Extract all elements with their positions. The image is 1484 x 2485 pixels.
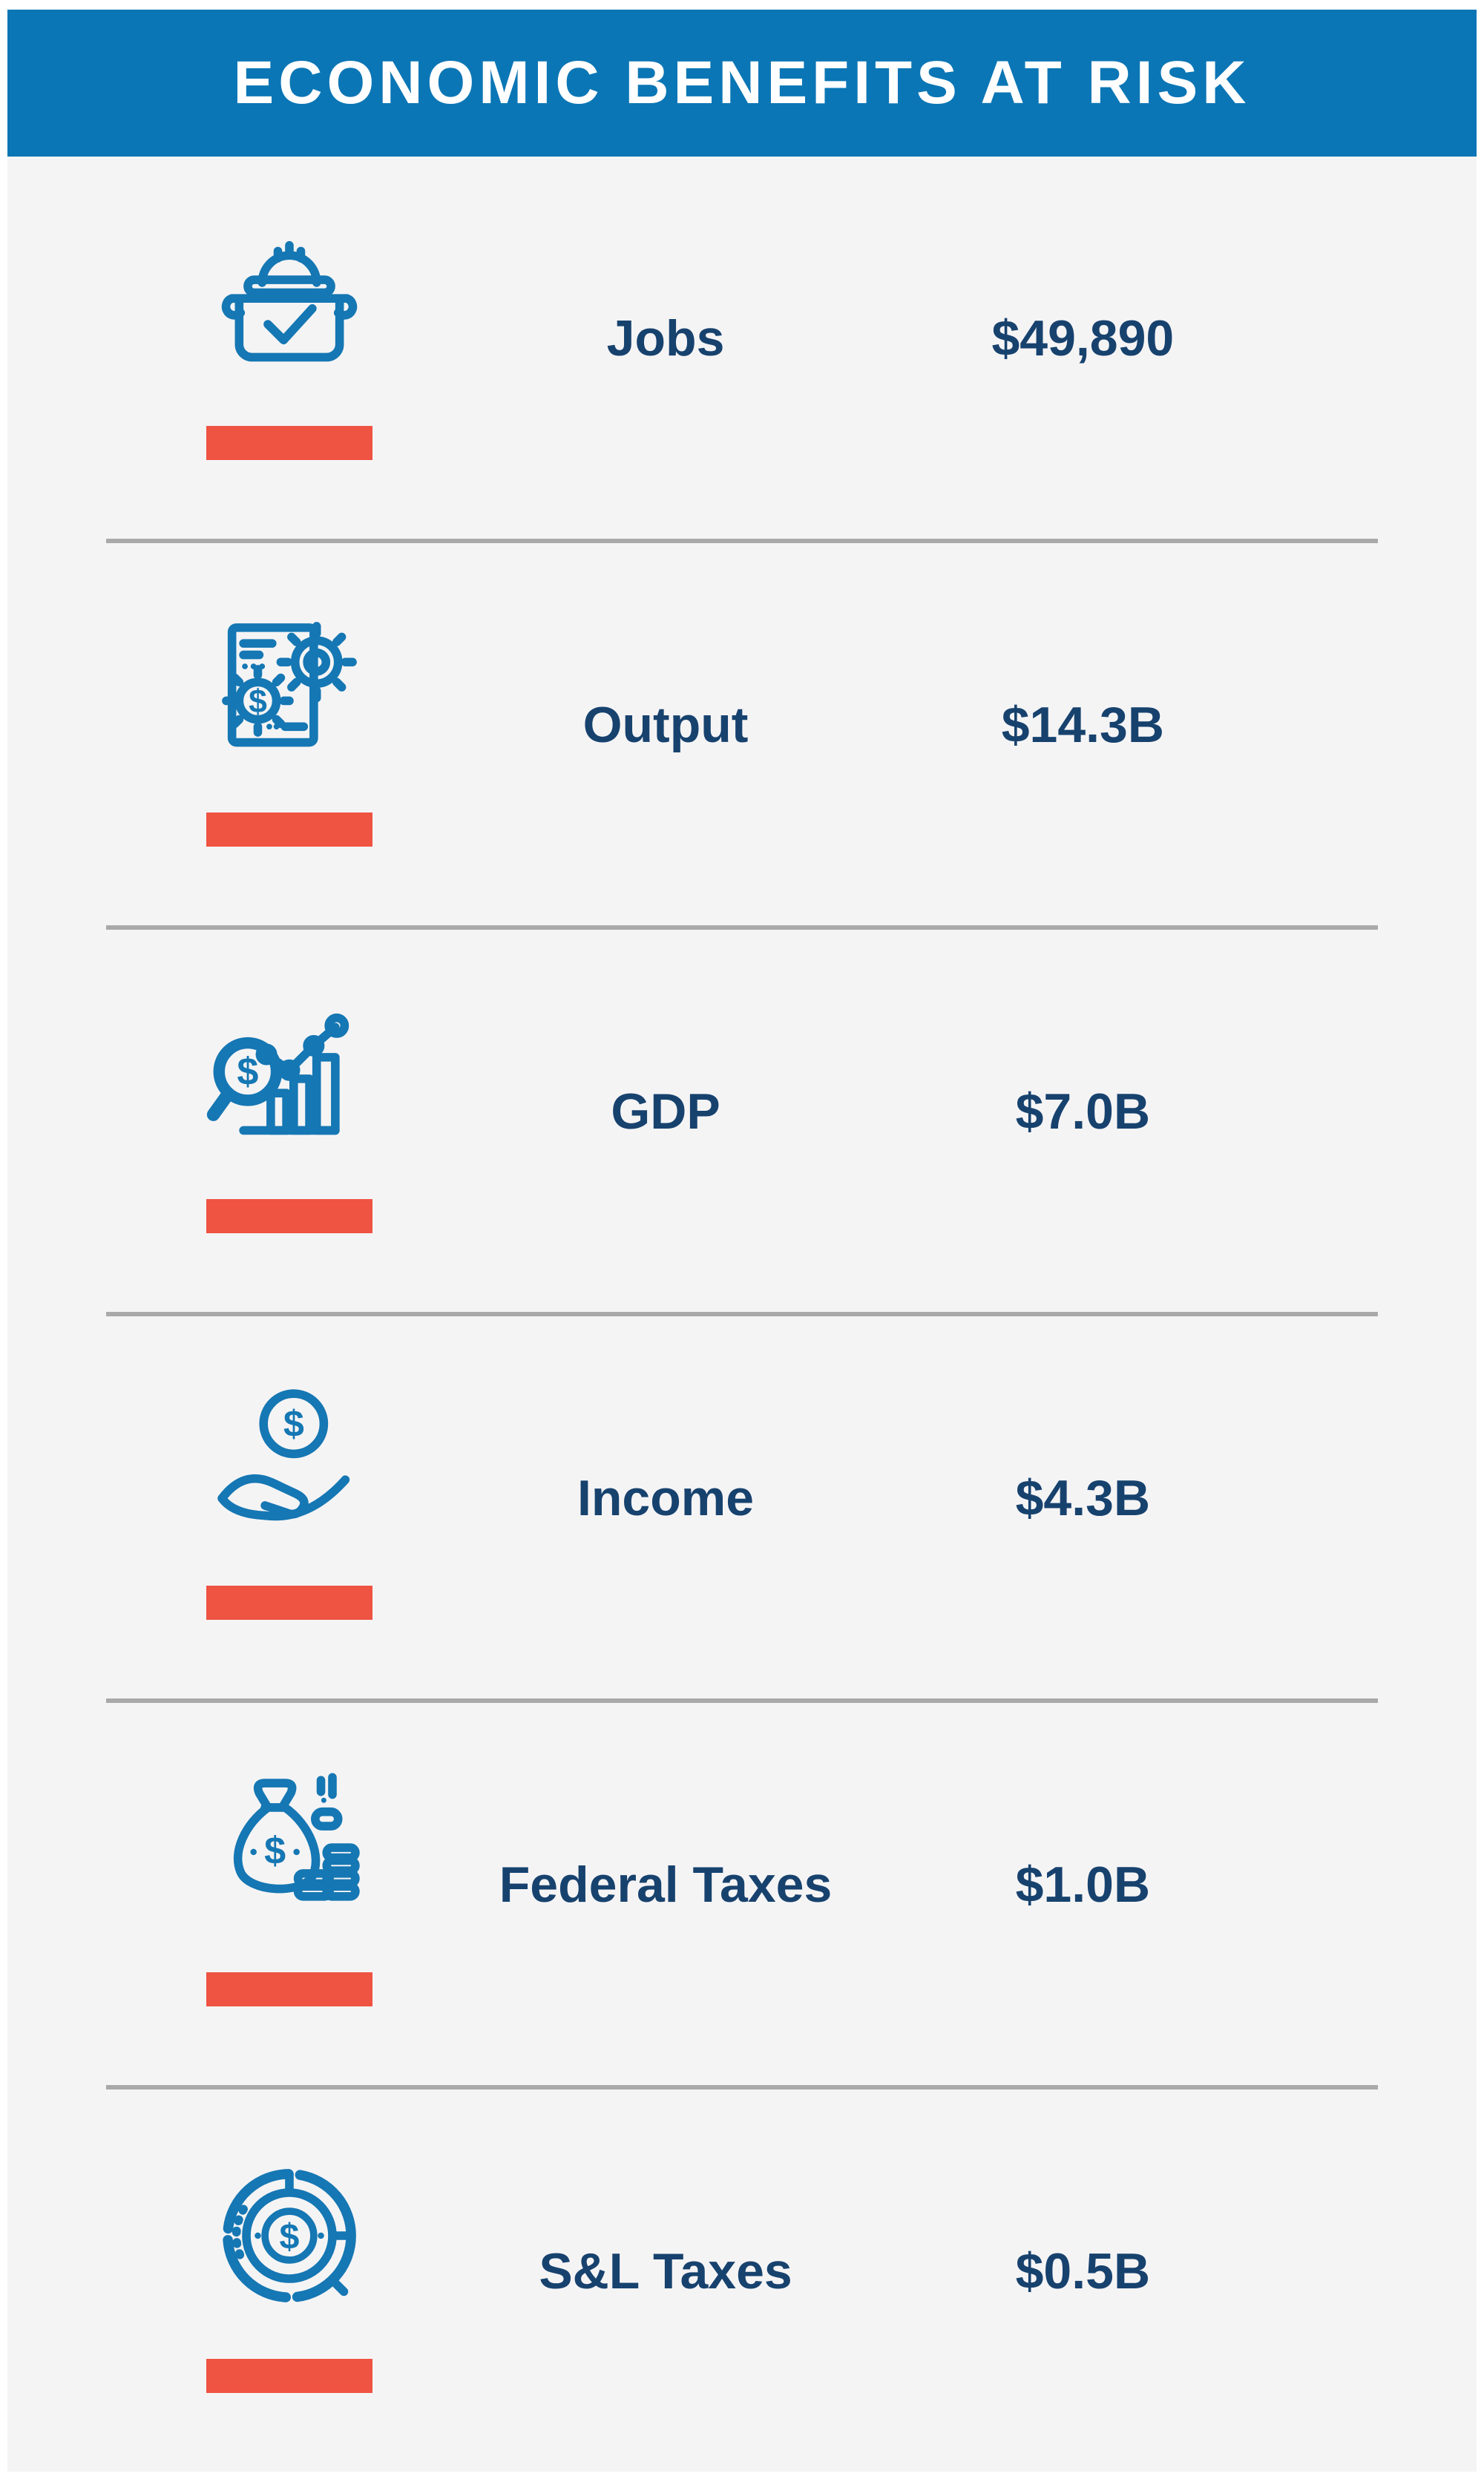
row-divider — [106, 539, 1378, 543]
header-bar: ECONOMIC BENEFITS AT RISK — [7, 10, 1477, 157]
benefit-row: $ Income $4.3B — [7, 1316, 1477, 1698]
benefit-label: Jobs — [606, 309, 725, 367]
value-cell: $14.3B — [760, 696, 1406, 754]
benefit-row: Jobs $49,890 — [7, 157, 1477, 539]
value-cell: $4.3B — [760, 1469, 1406, 1527]
svg-text:$: $ — [237, 1050, 259, 1093]
infographic-card: ECONOMIC BENEFITS AT RISK Jobs $49,890 — [7, 10, 1477, 2473]
row-divider — [106, 925, 1378, 930]
label-cell: Jobs — [571, 309, 759, 367]
accent-underline-bar — [206, 2358, 373, 2393]
benefit-value: $4.3B — [1015, 1469, 1151, 1526]
value-cell: $7.0B — [760, 1083, 1406, 1140]
accent-underline-bar — [206, 1585, 373, 1620]
donut-chart-coin-icon: $ — [203, 2150, 375, 2322]
row-divider — [106, 1698, 1378, 1703]
svg-text:$: $ — [249, 683, 267, 719]
benefit-label: S&L Taxes — [539, 2242, 792, 2299]
row-divider — [106, 2085, 1378, 2090]
icon-cell: $ — [7, 1763, 571, 2006]
icon-cell: $ — [7, 990, 571, 1233]
benefit-row: $ S&L Taxes $0.5B — [7, 2090, 1477, 2472]
accent-underline-bar — [206, 1198, 373, 1233]
row-divider — [106, 1312, 1378, 1316]
svg-text:$: $ — [264, 1829, 286, 1872]
label-cell: Income — [571, 1469, 759, 1527]
benefit-rows: Jobs $49,890 $ Output $14.3B — [7, 157, 1477, 2472]
value-cell: $0.5B — [760, 2242, 1406, 2300]
benefit-value: $7.0B — [1015, 1083, 1151, 1140]
magnifier-bar-chart-icon: $ — [203, 990, 375, 1162]
benefit-label: GDP — [611, 1083, 720, 1140]
icon-cell: $ — [7, 2150, 571, 2393]
benefit-label: Output — [582, 696, 749, 753]
benefit-label: Federal Taxes — [499, 1856, 833, 1913]
document-gears-icon: $ — [203, 603, 375, 775]
svg-text:$: $ — [283, 1403, 304, 1445]
label-cell: S&L Taxes — [539, 2242, 792, 2300]
benefit-row: $ GDP $7.0B — [7, 930, 1477, 1312]
label-cell: GDP — [571, 1083, 759, 1140]
svg-text:$: $ — [280, 2216, 300, 2256]
icon-cell — [7, 217, 571, 460]
icon-cell: $ — [7, 1376, 571, 1620]
accent-underline-bar — [206, 812, 373, 847]
money-bag-coins-icon: $ — [203, 1763, 375, 1935]
icon-cell: $ — [7, 603, 571, 847]
label-cell: Output — [571, 696, 759, 754]
benefit-label: Income — [577, 1469, 755, 1526]
accent-underline-bar — [206, 425, 373, 460]
label-cell: Federal Taxes — [499, 1856, 833, 1914]
value-cell: $1.0B — [760, 1856, 1406, 1914]
hand-coin-icon: $ — [203, 1376, 375, 1549]
benefit-value: $14.3B — [1001, 696, 1164, 753]
hardhat-toolbox-icon — [203, 217, 375, 389]
value-cell: $49,890 — [760, 309, 1406, 367]
accent-underline-bar — [206, 1972, 373, 2006]
benefit-row: $ Federal Taxes $1.0B — [7, 1703, 1477, 2085]
benefit-value: $49,890 — [991, 309, 1175, 367]
page-title: ECONOMIC BENEFITS AT RISK — [233, 49, 1251, 116]
benefit-row: $ Output $14.3B — [7, 543, 1477, 925]
benefit-value: $0.5B — [1015, 2242, 1151, 2299]
benefit-value: $1.0B — [1015, 1856, 1151, 1913]
